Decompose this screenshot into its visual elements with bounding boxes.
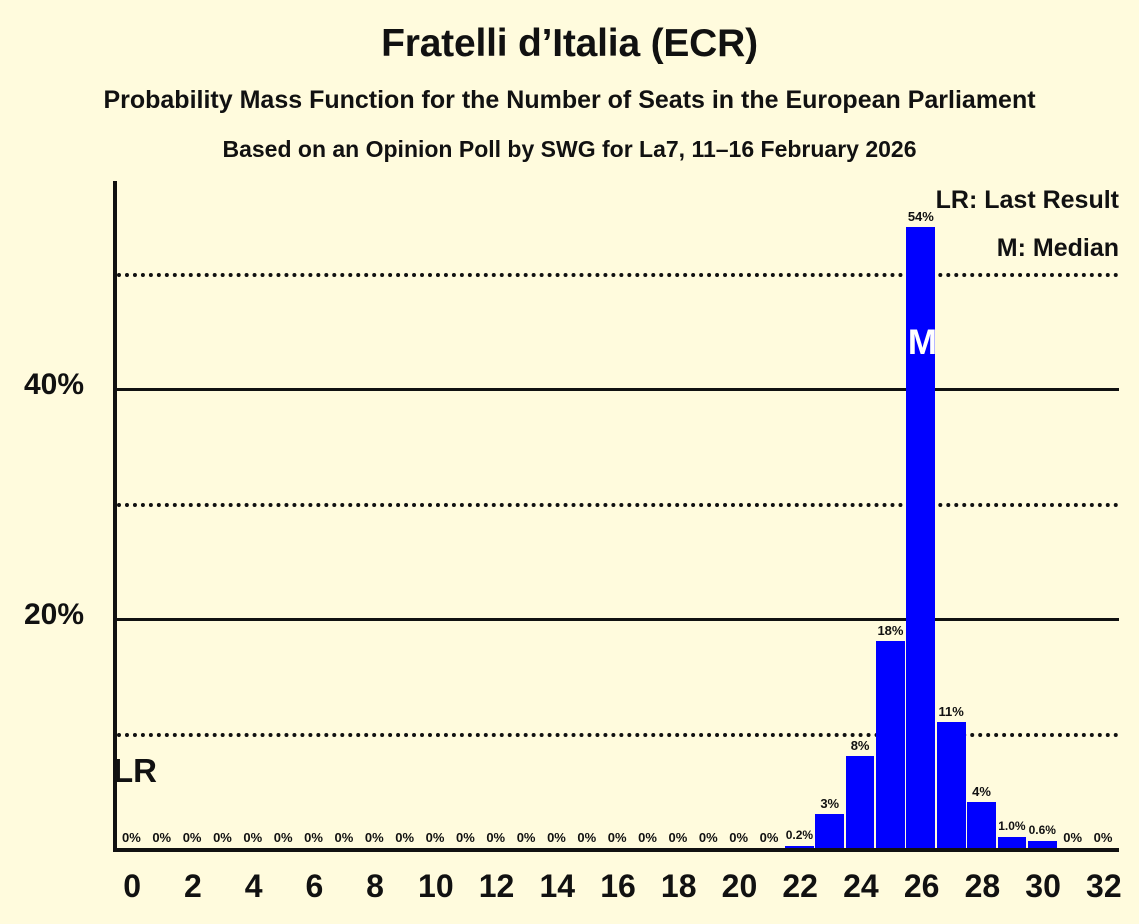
x-tick-label-8: 8 — [366, 868, 384, 904]
bar-seat-25 — [876, 641, 905, 848]
bar-value-label-seat-29: 1.0% — [998, 818, 1026, 833]
bar-value-label-seat-22: 0.2% — [785, 827, 814, 842]
gridline-50pct — [117, 273, 1119, 277]
x-tick-label-2: 2 — [184, 868, 202, 904]
bar-value-label-seat-17: 0% — [638, 830, 657, 845]
x-tick-label-30: 30 — [1025, 868, 1061, 904]
bar-seat-26 — [906, 227, 936, 848]
y-tick-label: 40% — [23, 368, 84, 401]
bar-value-label-seat-25: 18% — [877, 623, 904, 638]
legend-last-result: LR: Last Result — [935, 186, 1119, 214]
x-tick-label-32: 32 — [1086, 868, 1122, 904]
bar-seat-23 — [815, 813, 845, 848]
bar-value-label-seat-15: 0% — [577, 830, 597, 845]
y-tick-label: 20% — [23, 598, 84, 631]
gridline-40pct — [117, 388, 1119, 391]
bar-seat-24 — [845, 756, 875, 848]
bar-value-label-seat-28: 4% — [972, 784, 991, 799]
chart-source-line: Based on an Opinion Poll by SWG for La7,… — [222, 136, 917, 162]
bar-value-label-seat-1: 0% — [152, 830, 172, 845]
x-tick-label-28: 28 — [964, 868, 1001, 904]
bar-value-label-seat-12: 0% — [486, 830, 506, 845]
x-tick-label-24: 24 — [843, 868, 879, 904]
x-tick-label-18: 18 — [660, 868, 697, 904]
bar-value-label-seat-3: 0% — [213, 830, 232, 845]
bar-value-label-seat-7: 0% — [334, 830, 354, 845]
last-result-marker: LR — [113, 752, 157, 789]
bar-value-label-seat-2: 0% — [182, 830, 202, 845]
bar-value-label-seat-23: 3% — [820, 795, 840, 811]
x-axis-line — [113, 848, 1119, 852]
x-tick-label-20: 20 — [721, 868, 758, 904]
bar-value-label-seat-16: 0% — [607, 830, 627, 845]
legend-median: M: Median — [996, 234, 1119, 262]
x-tick-label-10: 10 — [418, 868, 454, 904]
bar-value-label-seat-10: 0% — [425, 830, 445, 845]
page-title: Fratelli d’Italia (ECR) — [381, 22, 758, 65]
bar-value-label-seat-18: 0% — [668, 830, 688, 845]
bar-value-label-seat-24: 8% — [850, 738, 870, 753]
bar-value-label-seat-9: 0% — [395, 830, 415, 845]
bar-value-label-seat-13: 0% — [516, 830, 536, 845]
bar-value-label-seat-20: 0% — [729, 830, 749, 845]
bar-value-label-seat-11: 0% — [455, 830, 475, 845]
bar-value-label-seat-0: 0% — [121, 830, 141, 845]
x-tick-label-22: 22 — [782, 868, 818, 904]
gridline-10pct — [117, 733, 1119, 737]
x-tick-label-26: 26 — [903, 868, 940, 904]
x-tick-label-14: 14 — [539, 868, 576, 904]
x-tick-label-0: 0 — [123, 868, 142, 904]
bar-seat-27 — [936, 721, 966, 848]
bar-value-label-seat-32: 0% — [1093, 830, 1113, 845]
bar-value-label-seat-21: 0% — [759, 830, 779, 845]
bar-seat-30 — [1027, 841, 1057, 848]
bar-value-label-seat-14: 0% — [547, 830, 566, 845]
gridline-30pct — [117, 503, 1119, 507]
bar-value-label-seat-8: 0% — [364, 830, 384, 845]
y-axis-line — [113, 181, 117, 848]
bars-group: 0% 0% 0% 0% 0% 0% 0% 0% 0% 0% 0% 0% 0% 0% 0% 0% 0% 0% 0% 0%… — [117, 181, 1119, 848]
bar-value-label-seat-26: 54% — [907, 209, 934, 224]
x-tick-label-4: 4 — [244, 868, 263, 904]
bar-seat-28 — [967, 802, 996, 848]
bar-value-label-seat-19: 0% — [698, 830, 718, 845]
gridline-20pct — [117, 618, 1119, 621]
bar-seat-22 — [785, 845, 814, 848]
bar-value-label-seat-30: 0.6% — [1028, 823, 1056, 838]
bar-value-label-seat-31: 0% — [1063, 830, 1083, 845]
bar-value-label-seat-4: 0% — [243, 830, 263, 845]
x-tick-label-12: 12 — [478, 868, 515, 904]
bar-value-label-seat-27: 11% — [938, 703, 964, 719]
bar-seat-29 — [997, 836, 1027, 848]
median-marker: M — [907, 323, 937, 362]
bar-value-label-seat-6: 0% — [304, 830, 323, 845]
bar-value-label-seat-5: 0% — [273, 830, 293, 845]
chart-subtitle: Probability Mass Function for the Number… — [103, 86, 1036, 114]
x-tick-label-16: 16 — [600, 868, 636, 904]
x-tick-label-6: 6 — [305, 868, 324, 904]
